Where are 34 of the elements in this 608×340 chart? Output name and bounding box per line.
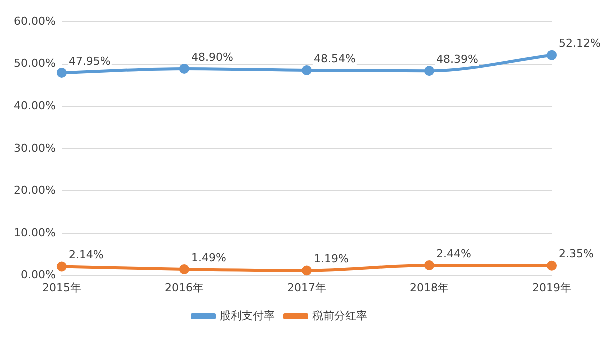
x-tick-label: 2016年 [164, 281, 204, 294]
y-tick-label: 30.00% [14, 142, 56, 155]
point [547, 50, 557, 60]
x-tick-label: 2018年 [410, 281, 449, 294]
data-label: 2.35% [559, 248, 594, 261]
data-label: 47.95% [68, 54, 111, 68]
point [302, 266, 312, 276]
y-tick-label: 0.00% [20, 268, 56, 282]
data-label: 1.49% [191, 251, 226, 264]
legend-label: 股利支付率 [220, 309, 275, 322]
y-tick-label: 10.00% [14, 226, 56, 240]
point [56, 262, 67, 272]
x-tick-label: 2019年 [532, 281, 572, 294]
y-tick-label: 60.00% [14, 14, 56, 28]
data-label: 2.44% [436, 247, 472, 260]
point [547, 260, 557, 271]
point [302, 65, 312, 76]
legend-label: 税前分红率 [312, 309, 368, 322]
point [424, 260, 434, 270]
data-label: 52.12% [559, 37, 601, 50]
point [56, 68, 67, 78]
point [179, 64, 190, 74]
data-label: 48.54% [314, 52, 356, 66]
data-label: 48.39% [436, 52, 478, 66]
data-label: 48.90% [191, 50, 234, 64]
point [179, 264, 190, 274]
point [424, 66, 434, 76]
y-tick-label: 40.00% [14, 99, 56, 112]
data-label: 2.14% [68, 248, 104, 262]
data-label: 1.19% [314, 252, 349, 266]
x-tick-label: 2017年 [287, 281, 326, 294]
y-tick-label: 20.00% [14, 184, 56, 198]
x-tick-label: 2015年 [42, 281, 82, 294]
y-tick-label: 50.00% [14, 57, 56, 70]
